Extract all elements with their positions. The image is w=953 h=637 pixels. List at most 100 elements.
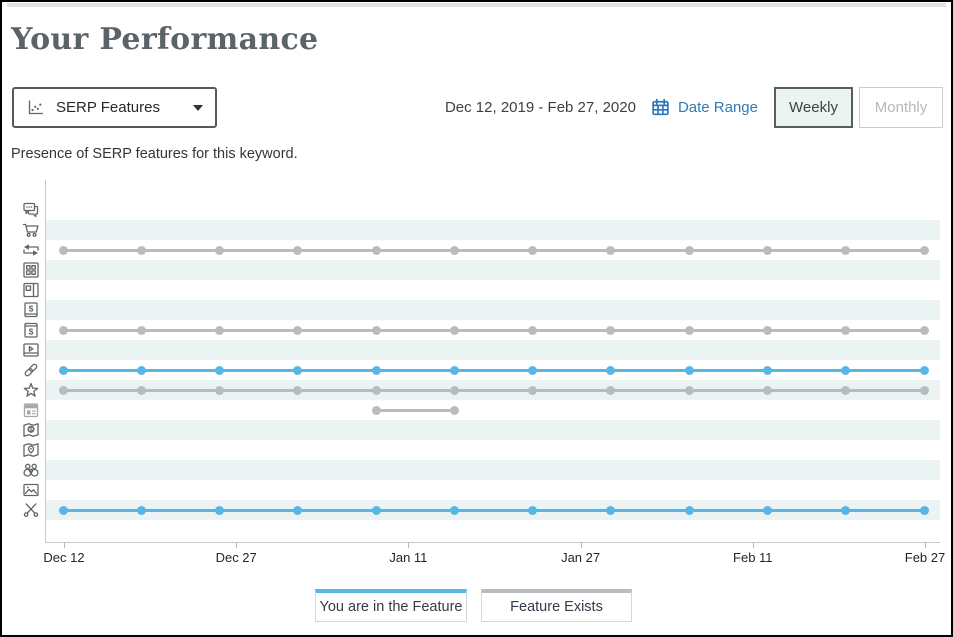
data-point-reviews[interactable] bbox=[762, 385, 772, 395]
data-point-reviews[interactable] bbox=[58, 385, 68, 395]
data-point-adwords-top[interactable] bbox=[841, 325, 851, 335]
data-point-sitelinks[interactable] bbox=[762, 365, 772, 375]
data-point-related-searches[interactable] bbox=[449, 245, 459, 255]
data-point-reviews[interactable] bbox=[606, 385, 616, 395]
data-point-related-searches[interactable] bbox=[528, 245, 538, 255]
data-point-adwords-top[interactable] bbox=[919, 325, 929, 335]
data-point-related-searches[interactable] bbox=[215, 245, 225, 255]
data-point-adwords-top[interactable] bbox=[606, 325, 616, 335]
data-point-sitelinks[interactable] bbox=[293, 365, 303, 375]
data-point-snippets[interactable] bbox=[215, 505, 225, 515]
series-line-sitelinks bbox=[63, 368, 924, 372]
data-point-adwords-top[interactable] bbox=[449, 325, 459, 335]
data-point-snippets[interactable] bbox=[606, 505, 616, 515]
legend-you-are-in-feature[interactable]: You are in the Feature bbox=[315, 589, 467, 622]
data-point-sitelinks[interactable] bbox=[841, 365, 851, 375]
data-point-news[interactable] bbox=[449, 405, 459, 415]
data-point-sitelinks[interactable] bbox=[371, 365, 381, 375]
row-stripe-video bbox=[46, 340, 940, 360]
data-point-reviews[interactable] bbox=[841, 385, 851, 395]
data-point-snippets[interactable] bbox=[136, 505, 146, 515]
dollar-box-top-icon: $ bbox=[24, 322, 38, 338]
row-stripe-image-pack bbox=[46, 260, 940, 280]
feature-icon-related-searches bbox=[19, 240, 43, 260]
svg-text:$: $ bbox=[29, 427, 33, 434]
data-point-sitelinks[interactable] bbox=[449, 365, 459, 375]
row-stripe-shopping bbox=[46, 220, 940, 240]
data-point-related-searches[interactable] bbox=[293, 245, 303, 255]
feature-icon-snippets bbox=[19, 500, 43, 520]
grid-icon bbox=[23, 262, 39, 278]
data-point-related-searches[interactable] bbox=[919, 245, 929, 255]
axis-label: Jan 27 bbox=[561, 550, 601, 565]
top-divider bbox=[7, 3, 946, 7]
data-point-snippets[interactable] bbox=[449, 505, 459, 515]
legend-feature-exists[interactable]: Feature Exists bbox=[481, 589, 632, 622]
data-point-snippets[interactable] bbox=[762, 505, 772, 515]
axis-label: Dec 12 bbox=[43, 550, 85, 565]
data-point-adwords-top[interactable] bbox=[136, 325, 146, 335]
metric-dropdown[interactable]: SERP Features bbox=[12, 87, 217, 128]
data-point-snippets[interactable] bbox=[58, 505, 68, 515]
axis-label: Jan 11 bbox=[389, 550, 428, 565]
data-point-reviews[interactable] bbox=[919, 385, 929, 395]
data-point-related-searches[interactable] bbox=[606, 245, 616, 255]
data-point-adwords-top[interactable] bbox=[293, 325, 303, 335]
data-point-sitelinks[interactable] bbox=[215, 365, 225, 375]
data-point-related-searches[interactable] bbox=[841, 245, 851, 255]
chevron-down-icon bbox=[193, 104, 203, 111]
data-point-sitelinks[interactable] bbox=[528, 365, 538, 375]
data-point-sitelinks[interactable] bbox=[606, 365, 616, 375]
data-point-snippets[interactable] bbox=[684, 505, 694, 515]
data-point-reviews[interactable] bbox=[293, 385, 303, 395]
axis-label: Feb 27 bbox=[904, 550, 946, 565]
data-point-adwords-top[interactable] bbox=[684, 325, 694, 335]
data-point-adwords-top[interactable] bbox=[762, 325, 772, 335]
newspaper-icon bbox=[23, 403, 39, 418]
scatter-chart-icon bbox=[28, 99, 44, 114]
chat-bubbles-icon bbox=[23, 202, 39, 218]
data-point-adwords-top[interactable] bbox=[58, 325, 68, 335]
data-point-related-searches[interactable] bbox=[58, 245, 68, 255]
series-line-news bbox=[376, 408, 455, 412]
data-point-reviews[interactable] bbox=[449, 385, 459, 395]
date-range-link[interactable]: Date Range bbox=[677, 99, 758, 116]
data-point-snippets[interactable] bbox=[528, 505, 538, 515]
series-line-reviews bbox=[63, 388, 924, 392]
data-point-related-searches[interactable] bbox=[762, 245, 772, 255]
feature-icon-images bbox=[19, 480, 43, 500]
data-point-snippets[interactable] bbox=[841, 505, 851, 515]
data-point-adwords-top[interactable] bbox=[215, 325, 225, 335]
data-point-reviews[interactable] bbox=[215, 385, 225, 395]
data-point-snippets[interactable] bbox=[293, 505, 303, 515]
svg-text:$: $ bbox=[29, 327, 34, 337]
data-point-related-searches[interactable] bbox=[371, 245, 381, 255]
data-point-adwords-top[interactable] bbox=[528, 325, 538, 335]
data-point-reviews[interactable] bbox=[528, 385, 538, 395]
feature-icon-knowledge-panel bbox=[19, 280, 43, 300]
data-point-reviews[interactable] bbox=[684, 385, 694, 395]
monthly-button[interactable]: Monthly bbox=[859, 87, 943, 128]
feature-icon-local-pack bbox=[19, 440, 43, 460]
data-point-sitelinks[interactable] bbox=[684, 365, 694, 375]
data-point-snippets[interactable] bbox=[371, 505, 381, 515]
data-point-reviews[interactable] bbox=[136, 385, 146, 395]
data-point-snippets[interactable] bbox=[919, 505, 929, 515]
legend-you-label: You are in the Feature bbox=[319, 599, 463, 615]
data-point-adwords-top[interactable] bbox=[371, 325, 381, 335]
calendar-icon[interactable] bbox=[650, 97, 671, 118]
data-point-related-searches[interactable] bbox=[684, 245, 694, 255]
data-point-news[interactable] bbox=[371, 405, 381, 415]
chain-link-icon bbox=[24, 363, 38, 377]
data-point-sitelinks[interactable] bbox=[136, 365, 146, 375]
data-point-reviews[interactable] bbox=[371, 385, 381, 395]
swap-arrows-icon bbox=[23, 244, 39, 256]
feature-icon-reviews bbox=[19, 380, 43, 400]
weekly-button[interactable]: Weekly bbox=[774, 87, 853, 128]
data-point-sitelinks[interactable] bbox=[919, 365, 929, 375]
feature-icon-sitelinks bbox=[19, 360, 43, 380]
data-point-sitelinks[interactable] bbox=[58, 365, 68, 375]
data-point-related-searches[interactable] bbox=[136, 245, 146, 255]
feature-icon-adwords-top: $ bbox=[19, 320, 43, 340]
